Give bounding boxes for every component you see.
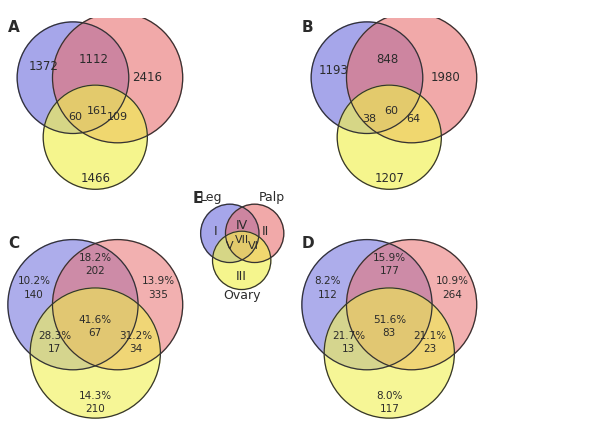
Text: 41.6%: 41.6%: [79, 314, 112, 324]
Text: 335: 335: [149, 290, 169, 300]
Text: 60: 60: [68, 112, 82, 122]
Text: 13: 13: [342, 344, 355, 354]
Circle shape: [311, 22, 423, 133]
Text: 21.1%: 21.1%: [413, 331, 447, 341]
Text: 10.9%: 10.9%: [436, 276, 469, 286]
Text: VII: VII: [235, 235, 249, 245]
Text: 1112: 1112: [79, 53, 109, 65]
Circle shape: [53, 239, 183, 370]
Text: 1207: 1207: [374, 172, 404, 184]
Circle shape: [302, 239, 432, 370]
Text: 14.3%: 14.3%: [79, 391, 112, 401]
Text: 848: 848: [376, 53, 398, 65]
Text: 1193: 1193: [319, 64, 349, 77]
Text: B: B: [302, 20, 313, 35]
Circle shape: [347, 13, 477, 143]
Text: 64: 64: [406, 114, 421, 124]
Text: 177: 177: [379, 266, 399, 276]
Text: 264: 264: [443, 290, 463, 300]
Text: 8.2%: 8.2%: [314, 276, 341, 286]
Text: 67: 67: [89, 327, 102, 337]
Text: 83: 83: [383, 327, 396, 337]
Text: II: II: [262, 225, 269, 238]
Text: 161: 161: [86, 106, 107, 116]
Text: 140: 140: [24, 290, 44, 300]
Text: 38: 38: [362, 114, 376, 124]
Text: 210: 210: [85, 404, 105, 414]
Text: 8.0%: 8.0%: [376, 391, 403, 401]
Text: 109: 109: [107, 112, 128, 122]
Text: 10.2%: 10.2%: [17, 276, 50, 286]
Text: 31.2%: 31.2%: [119, 331, 153, 341]
Circle shape: [226, 204, 284, 262]
Text: E: E: [193, 191, 203, 206]
Text: 1980: 1980: [430, 71, 460, 84]
Text: 15.9%: 15.9%: [373, 253, 406, 263]
Circle shape: [200, 204, 259, 262]
Circle shape: [347, 239, 477, 370]
Text: D: D: [302, 236, 314, 251]
Text: C: C: [8, 236, 19, 251]
Text: Palp: Palp: [259, 191, 285, 204]
Text: 2416: 2416: [133, 71, 163, 84]
Text: 28.3%: 28.3%: [38, 331, 71, 341]
Text: 17: 17: [48, 344, 61, 354]
Circle shape: [324, 288, 454, 418]
Text: 202: 202: [85, 266, 105, 276]
Text: 60: 60: [384, 106, 398, 116]
Circle shape: [212, 231, 271, 290]
Circle shape: [53, 13, 183, 143]
Text: 117: 117: [379, 404, 399, 414]
Circle shape: [30, 288, 160, 418]
Text: 1372: 1372: [28, 60, 58, 73]
Text: 13.9%: 13.9%: [142, 276, 175, 286]
Circle shape: [337, 85, 442, 189]
Text: A: A: [8, 20, 20, 35]
Text: 21.7%: 21.7%: [332, 331, 365, 341]
Text: 34: 34: [130, 344, 143, 354]
Text: 112: 112: [318, 290, 338, 300]
Text: 51.6%: 51.6%: [373, 314, 406, 324]
Text: 23: 23: [424, 344, 437, 354]
Circle shape: [17, 22, 129, 133]
Text: 1466: 1466: [80, 172, 110, 184]
Text: V: V: [226, 241, 233, 251]
Circle shape: [8, 239, 138, 370]
Text: Leg: Leg: [200, 191, 223, 204]
Text: IV: IV: [236, 219, 248, 232]
Text: 18.2%: 18.2%: [79, 253, 112, 263]
Circle shape: [43, 85, 148, 189]
Text: I: I: [214, 225, 218, 238]
Text: VI: VI: [248, 241, 259, 251]
Text: Ovary: Ovary: [223, 290, 260, 303]
Text: III: III: [236, 270, 247, 283]
